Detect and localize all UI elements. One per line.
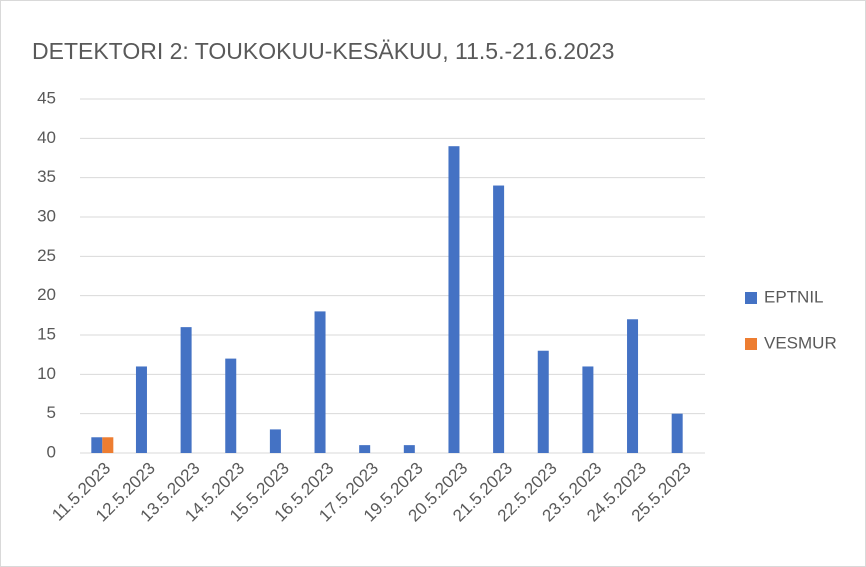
y-tick-label: 45 xyxy=(37,88,56,107)
y-tick-label: 20 xyxy=(37,285,56,304)
bar xyxy=(403,445,415,453)
y-tick-label: 0 xyxy=(47,442,56,461)
bar xyxy=(627,319,639,453)
legend-label: VESMUR xyxy=(764,333,837,352)
bar xyxy=(269,429,281,453)
y-tick-label: 40 xyxy=(37,128,56,147)
bar xyxy=(314,311,326,453)
bar xyxy=(359,445,371,453)
bar xyxy=(671,413,683,453)
bar xyxy=(582,366,594,453)
legend-swatch xyxy=(745,292,757,304)
bar xyxy=(537,350,549,453)
y-tick-label: 15 xyxy=(37,324,56,343)
legend-label: EPTNIL xyxy=(764,287,824,306)
y-tick-label: 30 xyxy=(37,206,56,225)
bar xyxy=(135,366,147,453)
chart-title: DETEKTORI 2: TOUKOKUU-KESÄKUU, 11.5.-21.… xyxy=(32,38,614,64)
y-tick-label: 10 xyxy=(37,364,56,383)
y-tick-label: 5 xyxy=(47,403,56,422)
bar xyxy=(493,185,505,454)
y-tick-label: 25 xyxy=(37,246,56,265)
legend-swatch xyxy=(745,338,757,350)
bar xyxy=(91,437,103,453)
bar xyxy=(448,146,460,453)
bar xyxy=(102,437,114,453)
y-tick-label: 35 xyxy=(37,167,56,186)
bar xyxy=(180,327,192,453)
bar xyxy=(225,358,237,453)
